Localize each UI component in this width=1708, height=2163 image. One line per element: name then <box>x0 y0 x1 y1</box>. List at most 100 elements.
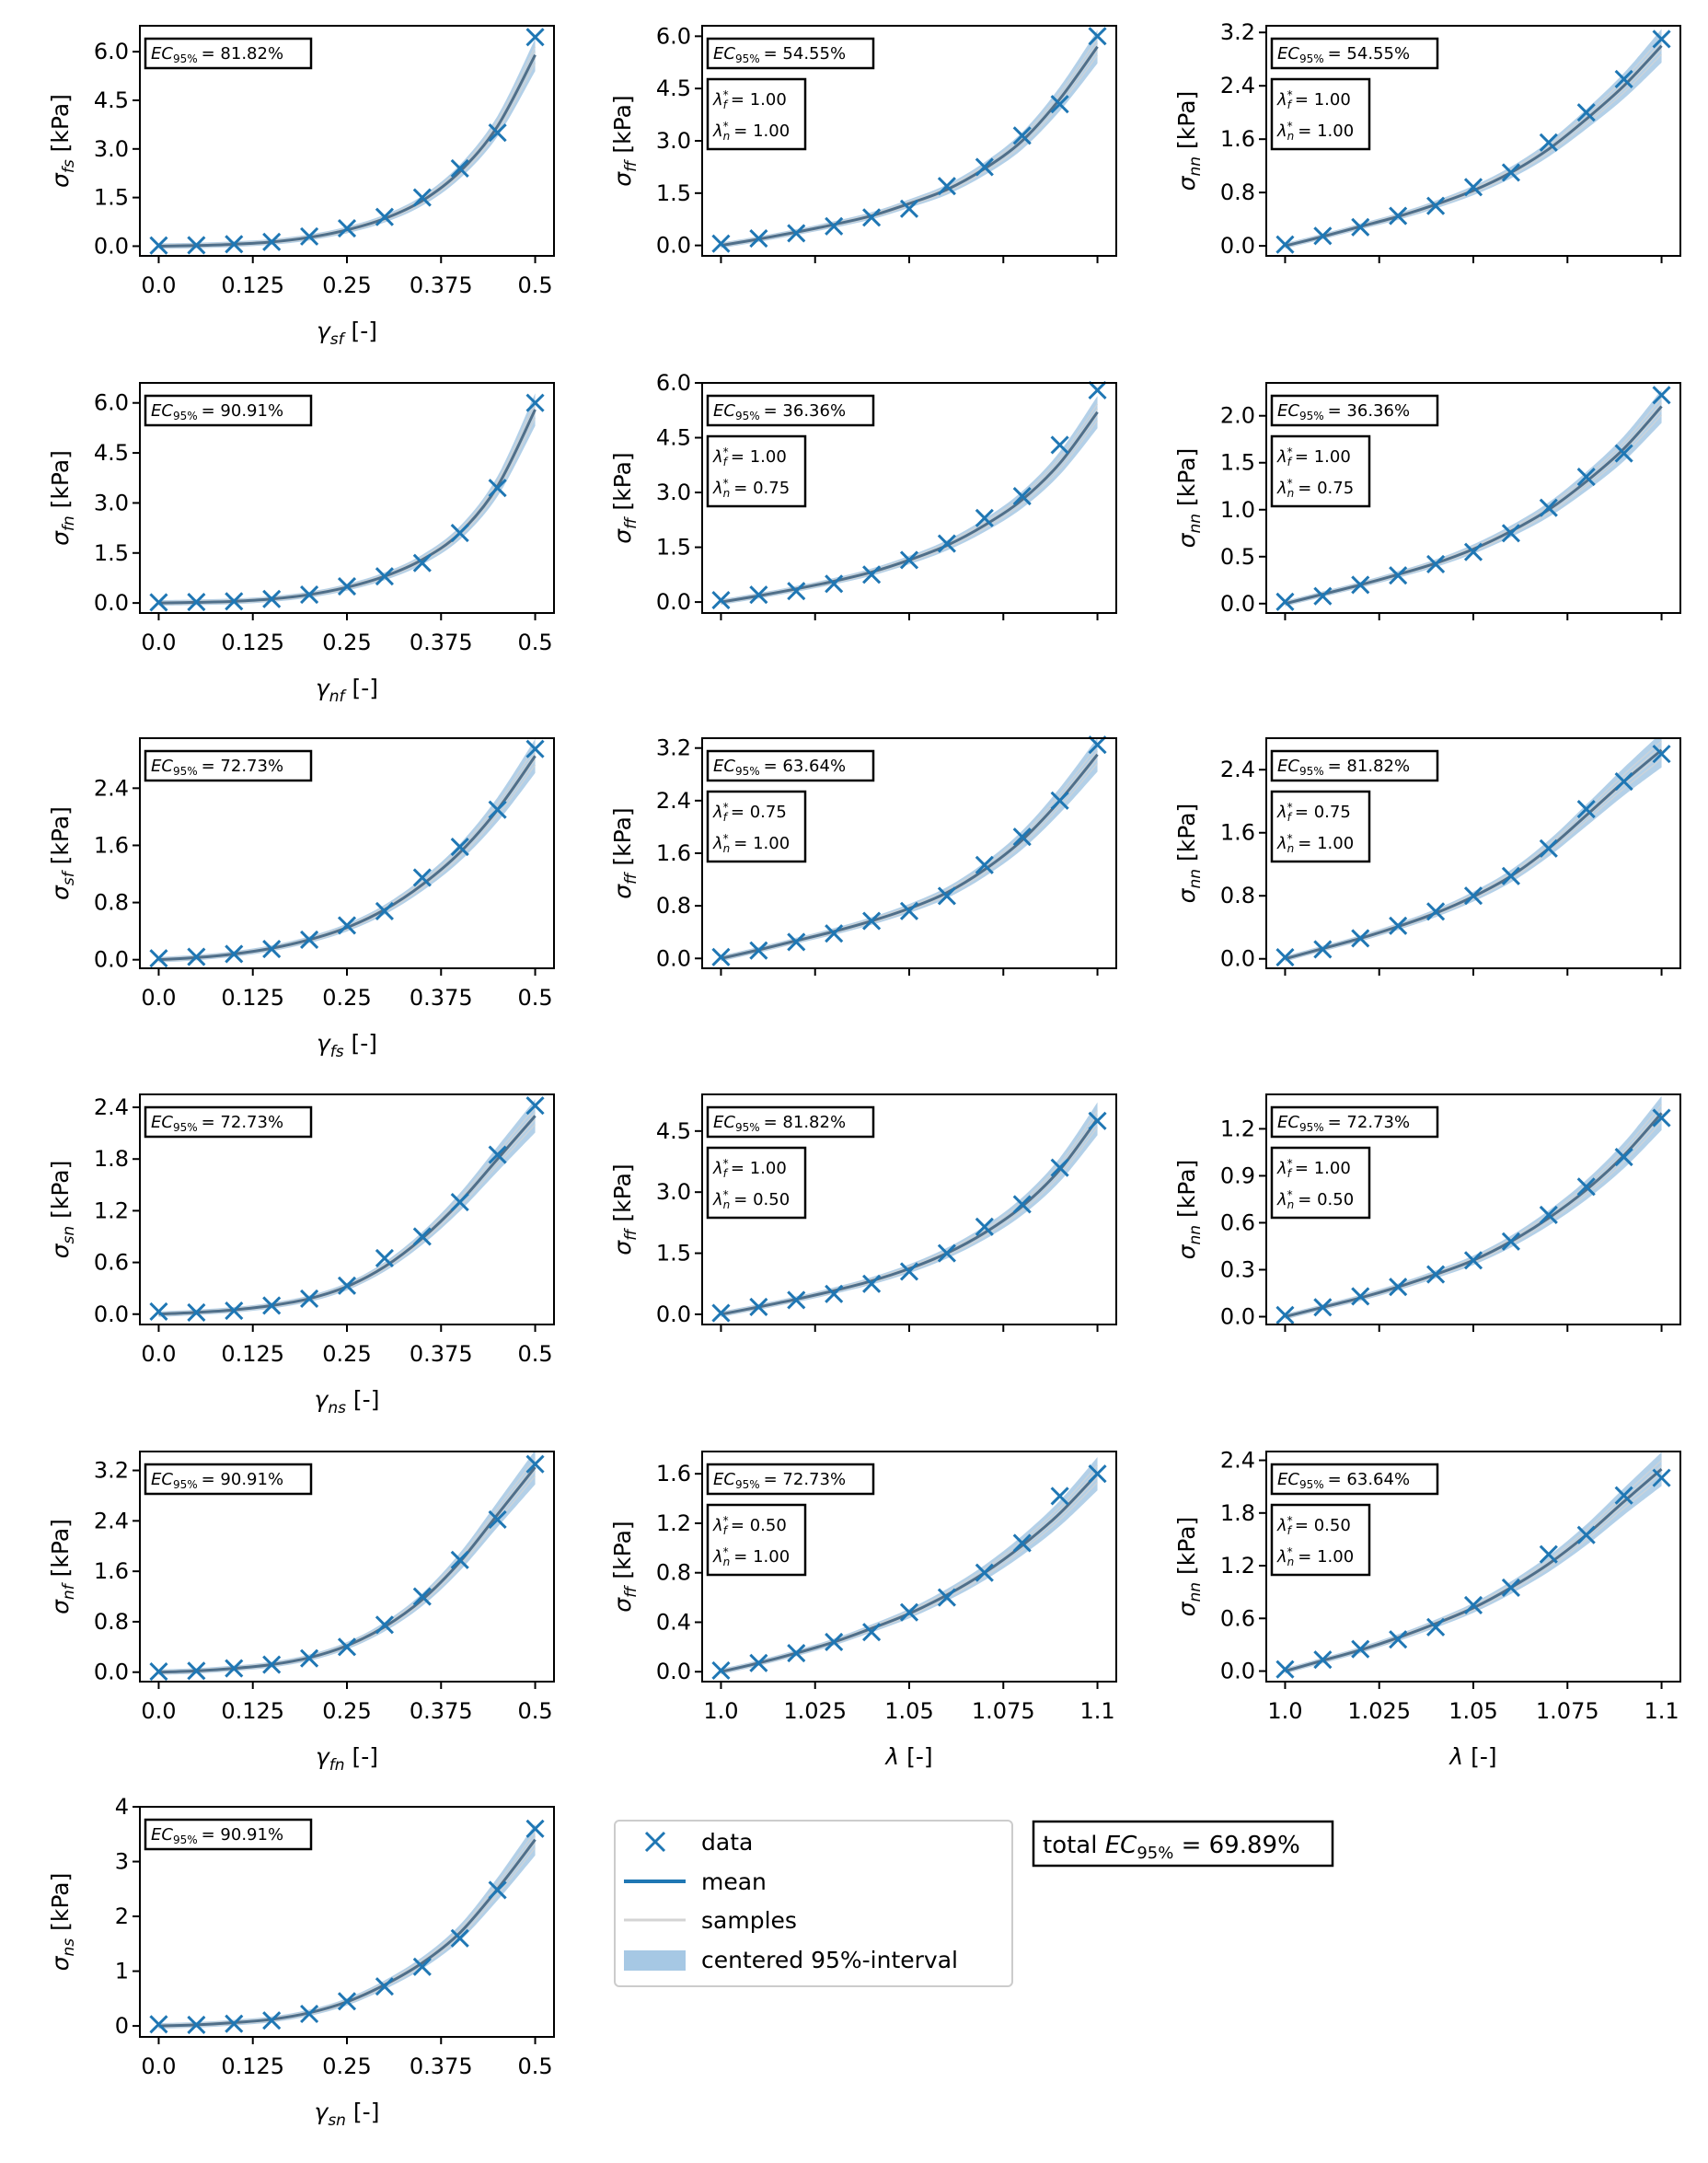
data-point <box>525 1819 545 1838</box>
x-tick-label: 0.375 <box>410 985 473 1011</box>
data-point <box>1426 196 1446 215</box>
data-point <box>1012 486 1032 506</box>
mean-line <box>721 753 1099 960</box>
data-point <box>337 576 357 596</box>
x-tick-label: 1.1 <box>1644 1698 1679 1724</box>
ec95-value: = 90.91% <box>202 401 283 421</box>
sample-line-0 <box>158 1124 537 1317</box>
data-point <box>899 1262 919 1281</box>
lambda-f-value: = 1.00 <box>1295 90 1351 110</box>
data-point <box>337 1637 357 1657</box>
data-point <box>488 1145 507 1164</box>
mean-line <box>721 45 1099 248</box>
data-point <box>450 1550 469 1569</box>
sample-line-3 <box>721 1109 1099 1314</box>
y-tick-label: 4.5 <box>94 87 129 113</box>
y-axis-label: σff [kPa] <box>609 95 640 186</box>
svg-text:EC95%= 81.82%: EC95% = 81.82% <box>1277 757 1410 778</box>
data-point <box>450 523 469 543</box>
data-point <box>1389 916 1408 935</box>
plot-area <box>721 29 1099 249</box>
x-tick-label: 0.25 <box>322 630 371 655</box>
y-tick-label: 1.5 <box>656 1241 691 1267</box>
data-point <box>1313 226 1333 246</box>
y-axis-label: σnn [kPa] <box>1173 1517 1205 1617</box>
subplot-p30: 0.0 0.6 1.2 1.8 2.4 0.0 0.125 0.25 0.375 0.5 σsn [… <box>47 1093 555 1417</box>
data-point <box>375 1977 394 1996</box>
data-point <box>375 567 394 586</box>
lambda-annotation: λ* f = 0.75 λ* n = 1.00 <box>706 790 807 863</box>
data-point <box>1050 95 1069 114</box>
data-point <box>262 2011 282 2030</box>
svg-text:EC95%= 63.64%: EC95% = 63.64% <box>1277 1470 1410 1491</box>
sample-line-3 <box>1285 1104 1663 1316</box>
x-axis-label: γfn [-] <box>316 1743 378 1775</box>
data-point <box>187 947 206 966</box>
x-tick-label: 0.125 <box>221 1341 284 1367</box>
data-point <box>1313 1650 1333 1670</box>
svg-text:EC95%= 36.36%: EC95% = 36.36% <box>1277 401 1410 422</box>
ec95-annotation: EC95% = 90.91% <box>144 394 313 427</box>
sample-line-0 <box>1285 1121 1663 1319</box>
y-axis-label: σnn [kPa] <box>1173 448 1205 549</box>
subplot-p02: 0.0 0.8 1.6 2.4 3.2 σnn [kPa] EC95% = 54.55% λ* f… <box>1173 19 1681 263</box>
sample-line-0 <box>158 63 537 249</box>
data-point <box>262 939 282 959</box>
data-point <box>149 1661 168 1682</box>
y-tick-label: 6.0 <box>94 390 129 416</box>
data-point <box>1389 206 1408 226</box>
data-point <box>1275 1305 1295 1324</box>
x-tick-label: 0.5 <box>517 1698 552 1724</box>
subplot-p42: 0.0 0.6 1.2 1.8 2.4 1.0 1.025 1.05 1.075 1.1 σnn [… <box>1173 1448 1681 1770</box>
y-axis-label: σsn [kPa] <box>47 1161 78 1259</box>
data-point <box>149 593 168 612</box>
data-point <box>412 553 432 573</box>
y-axis-label: σsf [kPa] <box>47 806 78 900</box>
data-point <box>975 855 994 874</box>
y-tick-label: 3.0 <box>94 490 129 515</box>
x-tick-label: 1.1 <box>1079 1698 1114 1724</box>
svg-text:EC95%= 81.82%: EC95% = 81.82% <box>713 1113 846 1134</box>
data-point <box>899 1602 919 1622</box>
svg-text:EC95%= 72.73%: EC95% = 72.73% <box>1277 1113 1410 1134</box>
lambda-n-value: = 0.50 <box>733 1190 790 1209</box>
mean-line <box>158 409 537 605</box>
ec95-value: = 90.91% <box>202 1470 283 1489</box>
ec95-annotation: EC95% = 72.73% <box>144 1105 313 1139</box>
ec95-value: = 81.82% <box>202 44 283 64</box>
y-tick-label: 2.4 <box>1220 757 1255 782</box>
x-tick-label: 1.05 <box>884 1698 933 1724</box>
data-point <box>787 224 806 243</box>
x-tick-label: 0.25 <box>322 272 371 298</box>
data-point <box>225 592 244 611</box>
data-point <box>937 534 956 553</box>
data-point <box>787 932 806 952</box>
data-point <box>488 1880 507 1900</box>
data-point <box>149 236 168 255</box>
data-point <box>1351 1287 1370 1306</box>
x-tick-label: 1.025 <box>783 1698 847 1724</box>
interval-band <box>721 1102 1098 1317</box>
data-point <box>412 868 432 887</box>
y-tick-label: 0.0 <box>656 1659 691 1684</box>
svg-text:λ*f= 0.50: λ* f = 0.50 <box>712 1514 787 1537</box>
y-tick-label: 1.5 <box>94 540 129 566</box>
x-axis-label: λ [-] <box>1448 1743 1496 1770</box>
data-point <box>1275 235 1295 254</box>
x-tick-label: 0.0 <box>141 1341 176 1367</box>
x-tick-label: 0.5 <box>517 630 552 655</box>
data-point <box>749 941 768 960</box>
data-point <box>825 574 844 594</box>
y-tick-label: 0.0 <box>1220 1659 1255 1684</box>
y-tick-label: 1.2 <box>94 1197 129 1223</box>
ec95-value: = 54.55% <box>764 44 846 64</box>
sample-line-0 <box>1285 1476 1663 1673</box>
svg-text:λ*f= 1.00: λ* f = 1.00 <box>1276 1157 1351 1180</box>
y-tick-label: 0 <box>115 2013 129 2039</box>
ec95-value: = 54.55% <box>1328 44 1410 64</box>
sample-line-0 <box>721 1481 1099 1674</box>
y-tick-label: 1.6 <box>656 840 691 866</box>
subplot-p32: 0.0 0.3 0.6 0.9 1.2 σnn [kPa] EC95% = 72.73% λ* f… <box>1173 1093 1681 1332</box>
data-point <box>937 1588 956 1607</box>
data-point <box>300 1648 319 1668</box>
